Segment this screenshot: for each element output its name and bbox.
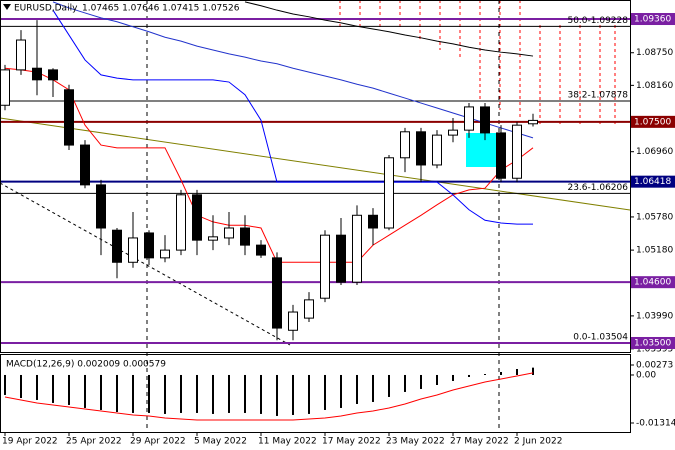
level-label: 1.03500 xyxy=(634,338,671,348)
y-tick-label: 1.08750 xyxy=(636,48,673,58)
x-tick-label: 23 May 2022 xyxy=(386,437,445,447)
candle-body xyxy=(48,69,58,81)
candle-body xyxy=(480,106,490,134)
x-tick-label: 17 May 2022 xyxy=(322,437,381,447)
indicator-line xyxy=(244,1,534,57)
candle-body xyxy=(144,232,154,259)
candle-body xyxy=(288,311,298,331)
chart-title: EURUSD,Daily xyxy=(14,4,78,14)
level-tag xyxy=(631,115,675,128)
candle-body xyxy=(64,89,74,146)
level-tag xyxy=(631,276,675,289)
level-label: 1.04600 xyxy=(634,278,671,288)
y-tick-label: 1.06960 xyxy=(636,147,673,157)
candle-body xyxy=(16,39,26,71)
macd-panel-frame xyxy=(0,354,631,433)
x-tick-label: 27 May 2022 xyxy=(450,437,509,447)
level-tag xyxy=(631,336,675,349)
candle-body xyxy=(160,249,170,259)
candle-body xyxy=(400,131,410,159)
level-tag xyxy=(631,175,675,188)
candle-body xyxy=(0,69,10,106)
candle-body xyxy=(240,227,250,246)
x-tick-label: 2 Jun 2022 xyxy=(514,437,562,447)
candle-body xyxy=(192,194,202,241)
candle-body xyxy=(496,132,506,179)
dashed-trend-line xyxy=(0,182,291,346)
candle-body xyxy=(528,119,538,125)
signal-line xyxy=(4,372,534,421)
candle-body xyxy=(352,214,362,283)
indicator-line xyxy=(4,67,534,263)
candle-body xyxy=(368,214,378,229)
candle-body xyxy=(304,299,314,319)
indicator-line xyxy=(52,9,533,225)
y-tick-label: 1.03990 xyxy=(636,311,673,321)
y-tick-label: 1.05180 xyxy=(636,246,673,256)
candle-body xyxy=(96,184,106,229)
y-tick-label: 1.03395 xyxy=(636,344,673,354)
candle-body xyxy=(80,144,90,186)
macd-title: MACD(12,26,9) 0.002009 0.000579 xyxy=(6,360,166,370)
x-tick-label: 5 May 2022 xyxy=(194,437,247,447)
y-tick-label: 1.05780 xyxy=(636,212,673,222)
level-label: 1.06418 xyxy=(634,177,671,187)
trend-line xyxy=(0,117,631,211)
candle-body xyxy=(128,237,138,263)
x-tick-label: 19 Apr 2022 xyxy=(2,437,58,447)
x-tick-label: 29 Apr 2022 xyxy=(130,437,186,447)
ohlc-text: 1.07465 1.07646 1.07415 1.07526 xyxy=(82,4,240,14)
candle-body xyxy=(320,234,330,299)
indicator-line xyxy=(52,1,534,139)
x-tick-label: 25 Apr 2022 xyxy=(66,437,122,447)
candle-body xyxy=(336,234,346,283)
y-tick-label: -0.013142 xyxy=(636,418,675,428)
fib-label: 23.6-1.06206 xyxy=(567,183,628,193)
candle-body xyxy=(464,106,474,131)
y-tick-label: 1.08160 xyxy=(636,81,673,91)
candle-body xyxy=(224,227,234,239)
candle-body xyxy=(176,194,186,251)
fib-label: 50.0-1.09228 xyxy=(567,16,628,26)
candle-body xyxy=(256,244,266,256)
x-tick-label: 11 May 2022 xyxy=(258,437,317,447)
candle-body xyxy=(272,257,282,329)
fib-label: 38.2-1.07878 xyxy=(567,90,628,100)
main-panel-frame xyxy=(0,0,631,353)
candle-body xyxy=(432,134,442,166)
candle-body xyxy=(112,229,122,263)
candle-body xyxy=(416,131,426,166)
fib-label: 0.0-1.03504 xyxy=(573,332,628,342)
candle-body xyxy=(448,129,458,136)
level-label: 1.07500 xyxy=(634,117,671,127)
candle-body xyxy=(208,236,218,241)
highlight-zone xyxy=(466,133,500,167)
level-tag xyxy=(631,13,675,26)
candle-body xyxy=(384,157,394,229)
level-label: 1.09360 xyxy=(634,15,671,25)
panel-icon xyxy=(3,4,11,10)
candle-body xyxy=(32,67,42,81)
plot-area xyxy=(0,1,630,421)
y-tick-label: 0.00273 xyxy=(636,361,673,371)
candle-body xyxy=(512,124,522,179)
y-tick-label: 0.00 xyxy=(636,370,656,380)
